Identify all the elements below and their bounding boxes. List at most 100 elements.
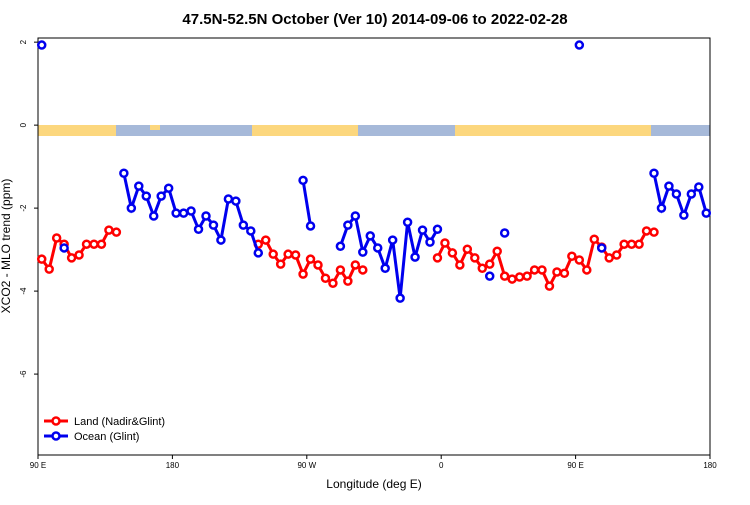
series-line <box>122 172 708 299</box>
data-point <box>305 254 316 264</box>
data-point <box>328 278 338 288</box>
data-point <box>649 227 659 237</box>
data-point <box>701 208 712 218</box>
data-point <box>44 264 54 274</box>
data-point <box>447 248 458 258</box>
y-tick-label: -4 <box>19 287 28 295</box>
data-point <box>260 235 271 245</box>
data-point <box>335 265 346 275</box>
x-tick-label: 180 <box>703 461 717 470</box>
data-point <box>626 239 637 249</box>
data-point <box>462 244 473 254</box>
data-point <box>51 233 62 243</box>
data-point <box>484 271 495 281</box>
data-point <box>148 211 159 221</box>
data-point <box>596 243 607 253</box>
data-point <box>679 210 689 220</box>
data-point <box>290 250 301 260</box>
data-point <box>350 211 361 221</box>
y-tick-label: 0 <box>19 122 28 127</box>
data-point <box>193 224 204 235</box>
data-point <box>410 252 420 262</box>
x-tick-label: 0 <box>439 461 444 470</box>
data-point <box>74 250 84 260</box>
data-point <box>380 263 390 274</box>
data-point <box>470 253 480 263</box>
legend-marker <box>51 431 61 441</box>
data-point <box>223 194 234 204</box>
data-point <box>298 269 308 279</box>
data-point <box>358 247 368 257</box>
data-point <box>477 263 488 274</box>
y-axis-label: XCO2 - MLO trend (ppm) <box>0 179 13 314</box>
data-point <box>134 181 144 191</box>
data-point <box>343 220 353 230</box>
data-point <box>358 265 368 275</box>
data-point <box>559 268 570 279</box>
data-point <box>604 253 614 263</box>
x-tick-label: 90 E <box>30 461 46 470</box>
data-point <box>529 265 540 275</box>
data-point <box>387 235 398 245</box>
data-point <box>81 239 92 249</box>
data-point <box>544 281 555 291</box>
legend-label: Ocean (Glint) <box>74 431 139 443</box>
data-point <box>111 227 122 237</box>
data-point <box>425 237 435 247</box>
data-point <box>634 239 644 249</box>
data-point <box>246 226 256 236</box>
data-point <box>216 235 226 245</box>
data-point <box>649 168 659 179</box>
data-point <box>440 238 450 248</box>
legend-label: Land (Nadir&Glint) <box>74 416 165 428</box>
data-point <box>395 293 405 303</box>
data-point <box>305 221 316 231</box>
data-point <box>492 246 502 257</box>
data-point <box>537 265 547 275</box>
data-point <box>455 260 465 270</box>
data-point <box>253 248 264 258</box>
data-point <box>611 250 622 260</box>
data-point <box>96 239 107 249</box>
data-point <box>66 253 77 263</box>
data-point <box>372 243 383 253</box>
data-point <box>641 226 652 236</box>
data-point <box>343 276 353 286</box>
data-point <box>656 203 667 213</box>
data-point <box>402 217 413 227</box>
data-point <box>686 189 697 199</box>
data-point <box>514 272 525 282</box>
data-point <box>671 189 682 199</box>
data-point <box>36 254 47 264</box>
plot-frame <box>37 37 711 456</box>
data-point <box>350 260 361 270</box>
data-point <box>694 182 704 192</box>
data-point <box>283 249 293 259</box>
data-point <box>208 220 219 230</box>
data-point <box>268 249 278 259</box>
data-point <box>89 239 99 249</box>
legend-marker <box>51 416 61 426</box>
data-point <box>484 259 495 269</box>
data-point <box>238 220 249 230</box>
data-point <box>275 259 286 269</box>
data-point <box>313 260 323 270</box>
data-point <box>589 234 600 244</box>
data-point <box>186 206 196 216</box>
data-point <box>320 273 331 283</box>
data-point <box>417 225 428 235</box>
data-point <box>567 251 577 262</box>
data-point <box>619 239 629 249</box>
data-point <box>59 243 69 253</box>
data-point <box>664 181 674 191</box>
data-point <box>178 208 189 218</box>
data-point <box>231 196 241 206</box>
data-point <box>432 253 443 263</box>
data-point <box>365 231 376 241</box>
data-point <box>141 191 152 201</box>
x-tick-label: 90 W <box>297 461 316 470</box>
data-point <box>582 265 592 275</box>
data-point <box>522 271 532 281</box>
data-point <box>126 203 137 213</box>
